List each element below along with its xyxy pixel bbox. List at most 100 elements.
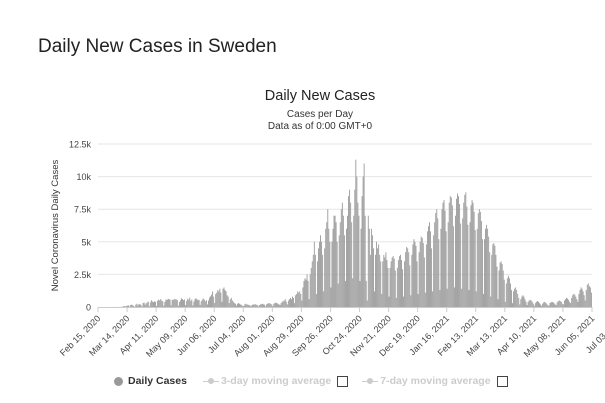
daily-case-bar	[182, 299, 183, 307]
daily-case-bar	[172, 299, 174, 307]
daily-case-bar	[130, 305, 132, 307]
daily-case-bar	[567, 298, 568, 307]
daily-case-bar	[173, 298, 175, 307]
daily-case-bar	[149, 302, 151, 307]
legend-item-3-day-average[interactable]: 3-day moving average	[202, 375, 331, 387]
daily-case-bar	[587, 283, 589, 307]
daily-case-bar	[550, 302, 552, 307]
daily-case-bar	[163, 305, 165, 307]
daily-case-bar	[393, 258, 395, 307]
daily-case-bar	[541, 305, 543, 307]
daily-case-bar	[324, 248, 326, 307]
daily-case-bar	[439, 290, 441, 307]
daily-case-bar	[166, 300, 168, 307]
daily-case-bar	[142, 303, 144, 307]
daily-case-bar	[561, 303, 563, 307]
daily-case-bar	[312, 254, 314, 307]
daily-case-bar	[328, 228, 330, 307]
daily-case-bar	[465, 192, 467, 307]
daily-case-bar	[159, 300, 161, 307]
daily-case-bar	[377, 248, 379, 307]
daily-case-bar	[133, 305, 135, 307]
daily-case-bar	[459, 203, 461, 307]
daily-case-bar	[402, 269, 403, 307]
daily-case-bar	[498, 270, 500, 307]
daily-case-bar	[256, 305, 258, 307]
daily-case-bar	[160, 299, 162, 307]
legend-item-7-day-average[interactable]: 7-day moving average	[362, 375, 491, 387]
daily-case-bar	[290, 297, 291, 307]
daily-case-bar	[224, 290, 226, 307]
daily-case-bar	[367, 215, 369, 307]
daily-case-bar	[247, 304, 249, 307]
daily-case-bar	[140, 304, 142, 307]
daily-case-bar	[196, 299, 198, 307]
daily-case-bar	[417, 293, 419, 307]
daily-case-bar	[409, 265, 411, 307]
daily-case-bar	[469, 222, 471, 307]
daily-case-bar	[350, 202, 352, 307]
daily-case-bar	[404, 261, 406, 307]
legend-item-daily-cases[interactable]: Daily Cases	[114, 375, 187, 387]
daily-case-bar	[286, 304, 288, 307]
daily-case-bar	[332, 228, 334, 307]
toggle-7-day-average-checkbox[interactable]	[496, 375, 508, 387]
daily-case-bar	[279, 305, 281, 307]
daily-case-bar	[446, 288, 448, 307]
daily-case-bar	[175, 299, 177, 307]
daily-case-bar	[232, 301, 234, 307]
daily-case-bar	[496, 266, 498, 307]
daily-case-bar	[518, 297, 520, 307]
daily-case-bar	[384, 257, 386, 307]
daily-case-bar	[139, 304, 141, 307]
daily-case-bar	[521, 296, 523, 307]
y-axis-title: Novel Coronavirus Daily Cases	[50, 160, 61, 292]
daily-case-bar	[218, 291, 220, 307]
daily-case-bar	[575, 296, 577, 307]
daily-case-bar	[589, 287, 591, 307]
daily-case-bar	[437, 218, 439, 307]
daily-case-bar	[419, 241, 421, 307]
daily-case-bar	[126, 305, 127, 307]
daily-case-bar	[204, 301, 206, 307]
daily-case-bar	[199, 304, 201, 307]
daily-case-bar	[532, 303, 534, 307]
daily-case-bar	[155, 301, 156, 307]
daily-case-bar	[132, 305, 134, 307]
daily-case-bar	[479, 211, 481, 307]
daily-case-bar	[516, 290, 518, 307]
daily-case-bar	[190, 300, 192, 307]
daily-case-bar	[135, 304, 137, 307]
chart-gridlines	[98, 143, 592, 275]
daily-case-bar	[511, 290, 512, 307]
daily-case-bar	[242, 305, 244, 307]
daily-case-bar	[189, 297, 191, 307]
daily-case-bar	[176, 300, 178, 307]
daily-case-bar	[162, 301, 164, 307]
daily-case-bar	[590, 292, 592, 307]
daily-case-bar	[366, 300, 368, 307]
daily-case-bar	[239, 303, 241, 307]
daily-case-bar	[198, 299, 200, 307]
daily-case-bar	[544, 302, 546, 307]
daily-case-bar	[381, 293, 383, 307]
daily-case-bar	[450, 197, 452, 307]
daily-case-bar	[391, 257, 393, 307]
daily-case-bar	[540, 304, 541, 307]
daily-case-bar	[392, 256, 394, 307]
daily-case-bar	[549, 303, 551, 307]
toggle-3-day-average-checkbox[interactable]	[337, 375, 349, 387]
daily-case-bar	[167, 298, 169, 307]
daily-case-bar	[318, 248, 319, 307]
daily-case-bar	[566, 297, 567, 307]
daily-case-bar	[211, 294, 212, 307]
daily-case-bar	[225, 291, 227, 307]
daily-case-bar	[144, 304, 146, 307]
daily-case-bar	[476, 228, 478, 307]
daily-case-bar	[401, 260, 402, 307]
daily-case-bar	[270, 303, 272, 307]
daily-case-bar	[212, 291, 214, 307]
daily-case-bar	[258, 305, 260, 307]
daily-case-bar	[154, 301, 155, 307]
chart-legend: Daily Cases 3-day moving average 7-day m…	[114, 375, 522, 387]
